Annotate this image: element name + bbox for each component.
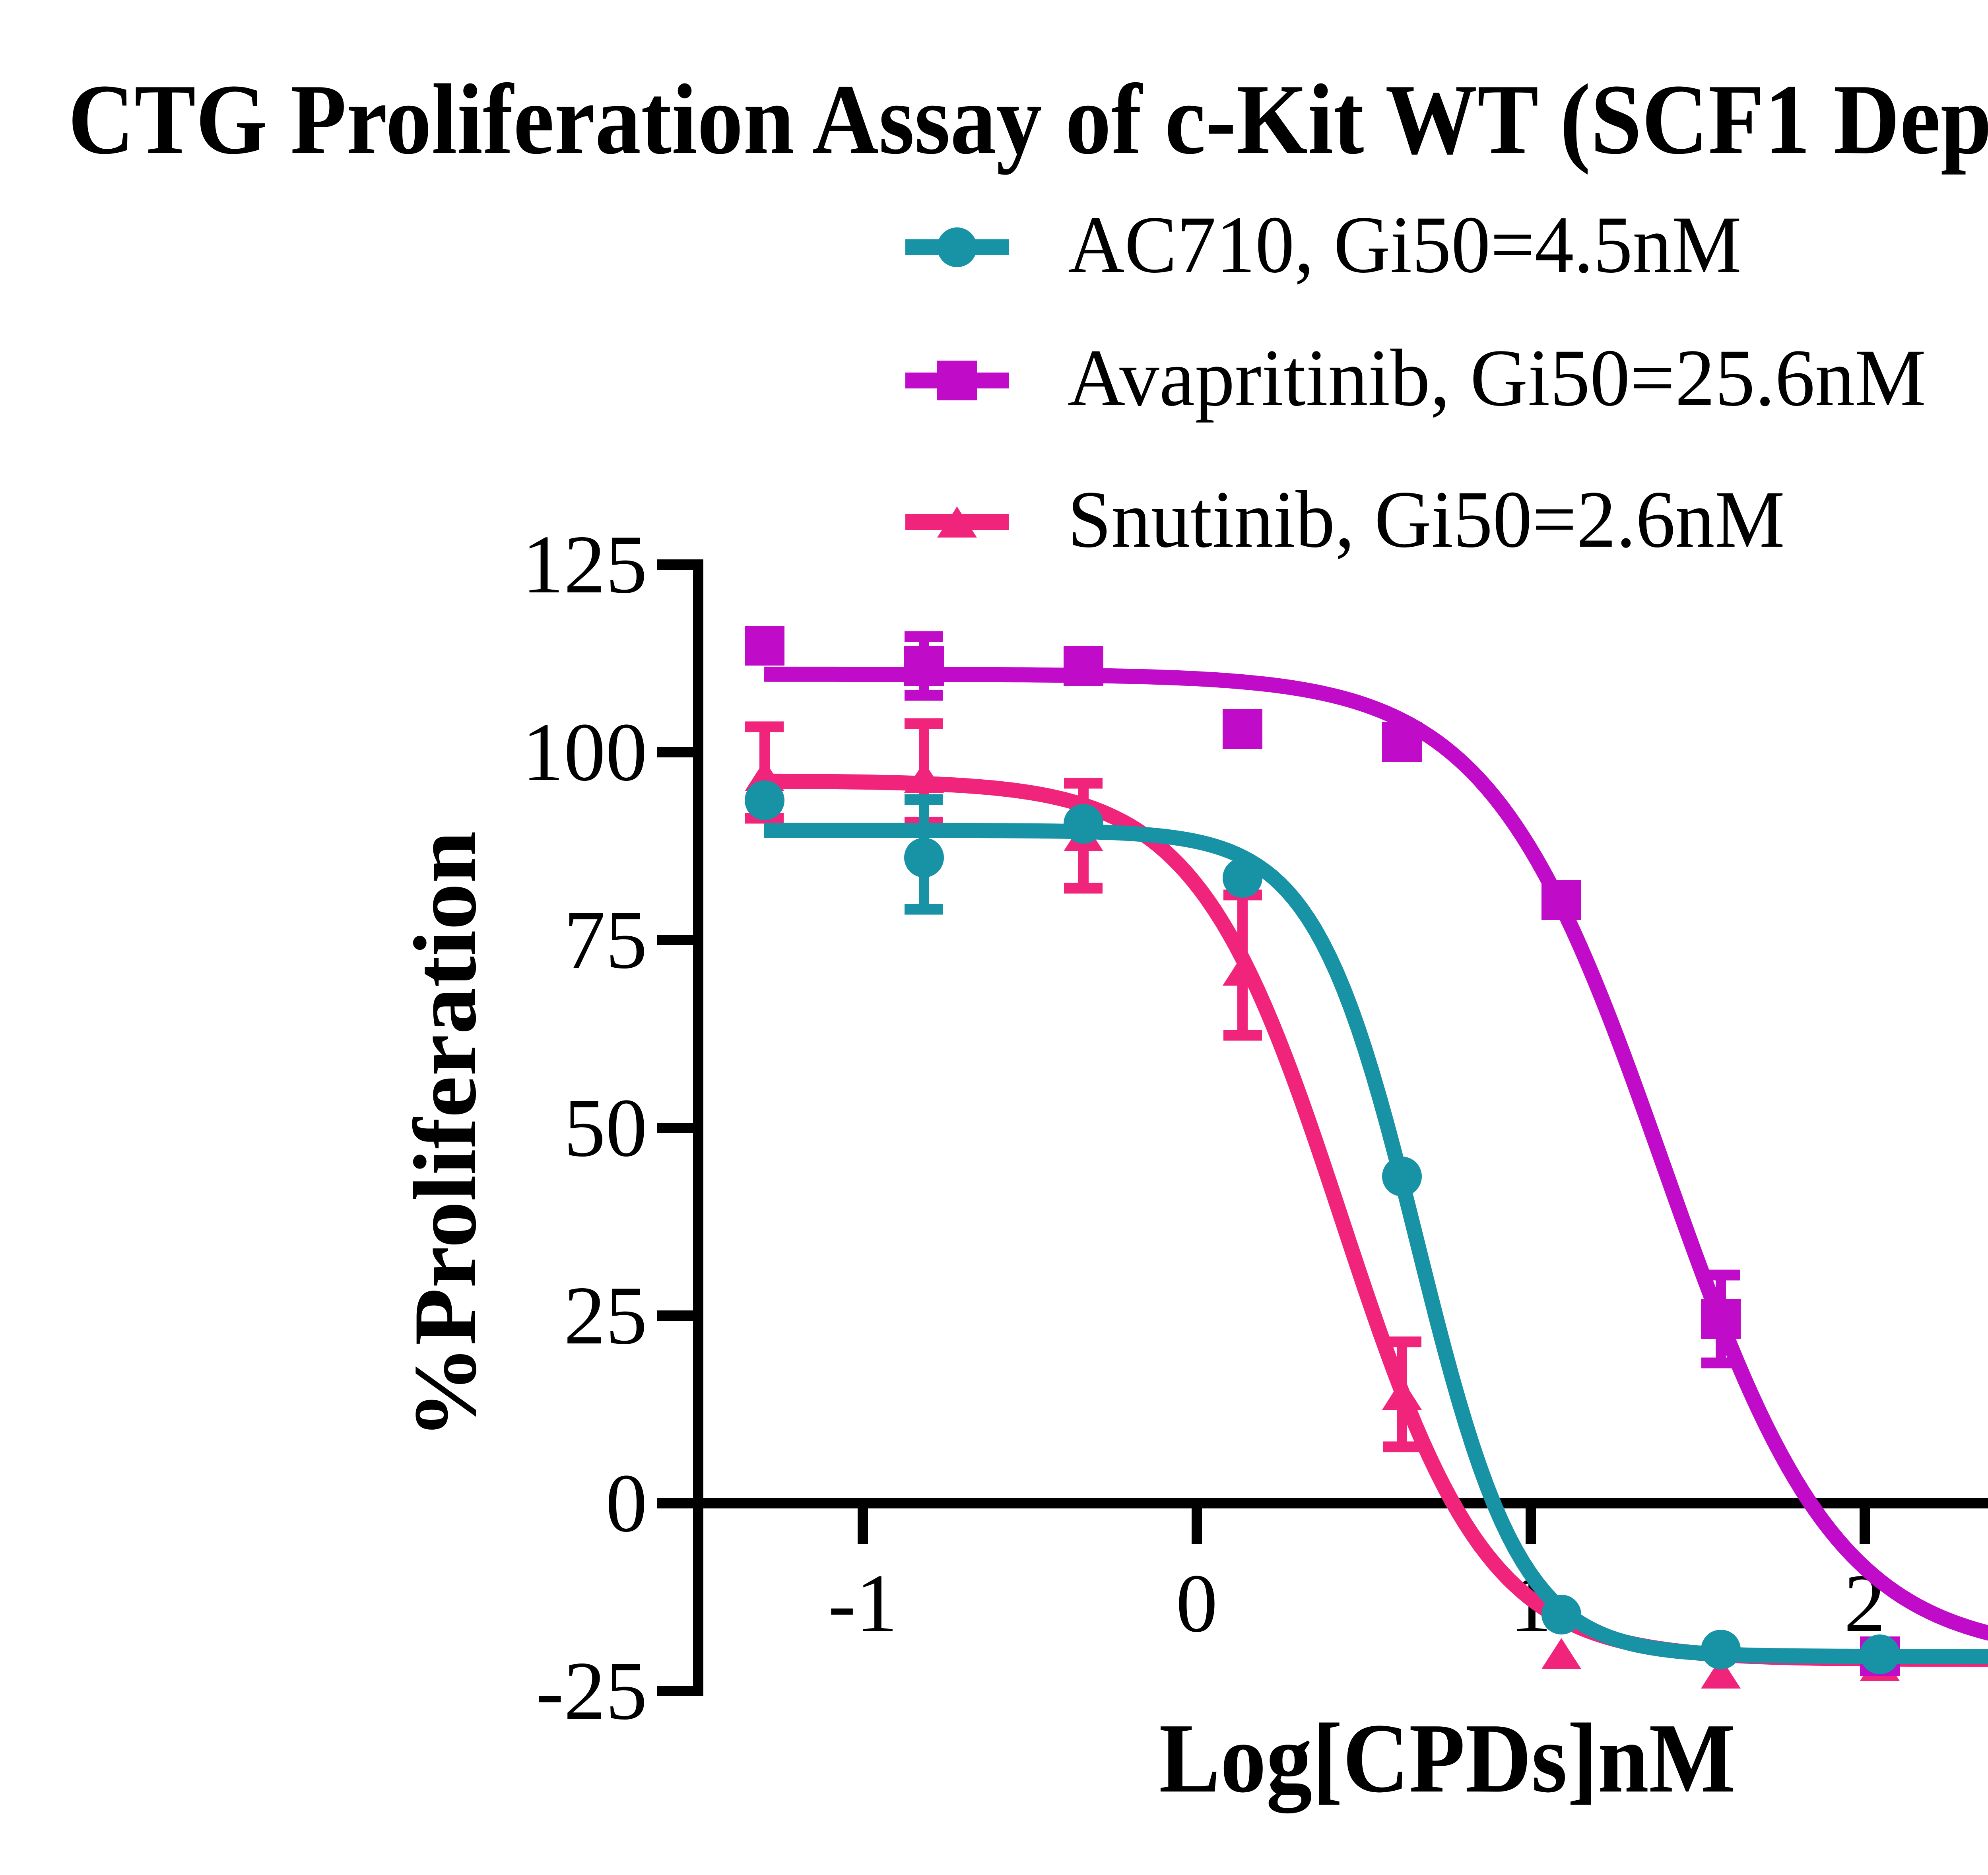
svg-text:0: 0	[1176, 1557, 1218, 1650]
svg-text:CTG Proliferation Assay of c-K: CTG Proliferation Assay of c-Kit WT (SCF…	[68, 64, 1988, 175]
svg-text:-1: -1	[828, 1557, 898, 1650]
svg-text:%Proliferation: %Proliferation	[395, 831, 495, 1439]
svg-text:25: 25	[564, 1269, 647, 1362]
svg-text:0: 0	[606, 1457, 647, 1549]
svg-text:Log[CPDs]nM: Log[CPDs]nM	[1159, 1703, 1736, 1813]
svg-text:Snutinib, Gi50=2.6nM: Snutinib, Gi50=2.6nM	[1068, 474, 1785, 565]
svg-text:125: 125	[522, 518, 647, 611]
svg-text:Avapritinib, Gi50=25.6nM: Avapritinib, Gi50=25.6nM	[1068, 333, 1926, 423]
svg-text:100: 100	[522, 706, 647, 798]
svg-text:AC710, Gi50=4.5nM: AC710, Gi50=4.5nM	[1068, 200, 1741, 290]
svg-text:-25: -25	[536, 1645, 647, 1737]
svg-text:50: 50	[564, 1082, 647, 1174]
svg-text:75: 75	[564, 894, 647, 986]
